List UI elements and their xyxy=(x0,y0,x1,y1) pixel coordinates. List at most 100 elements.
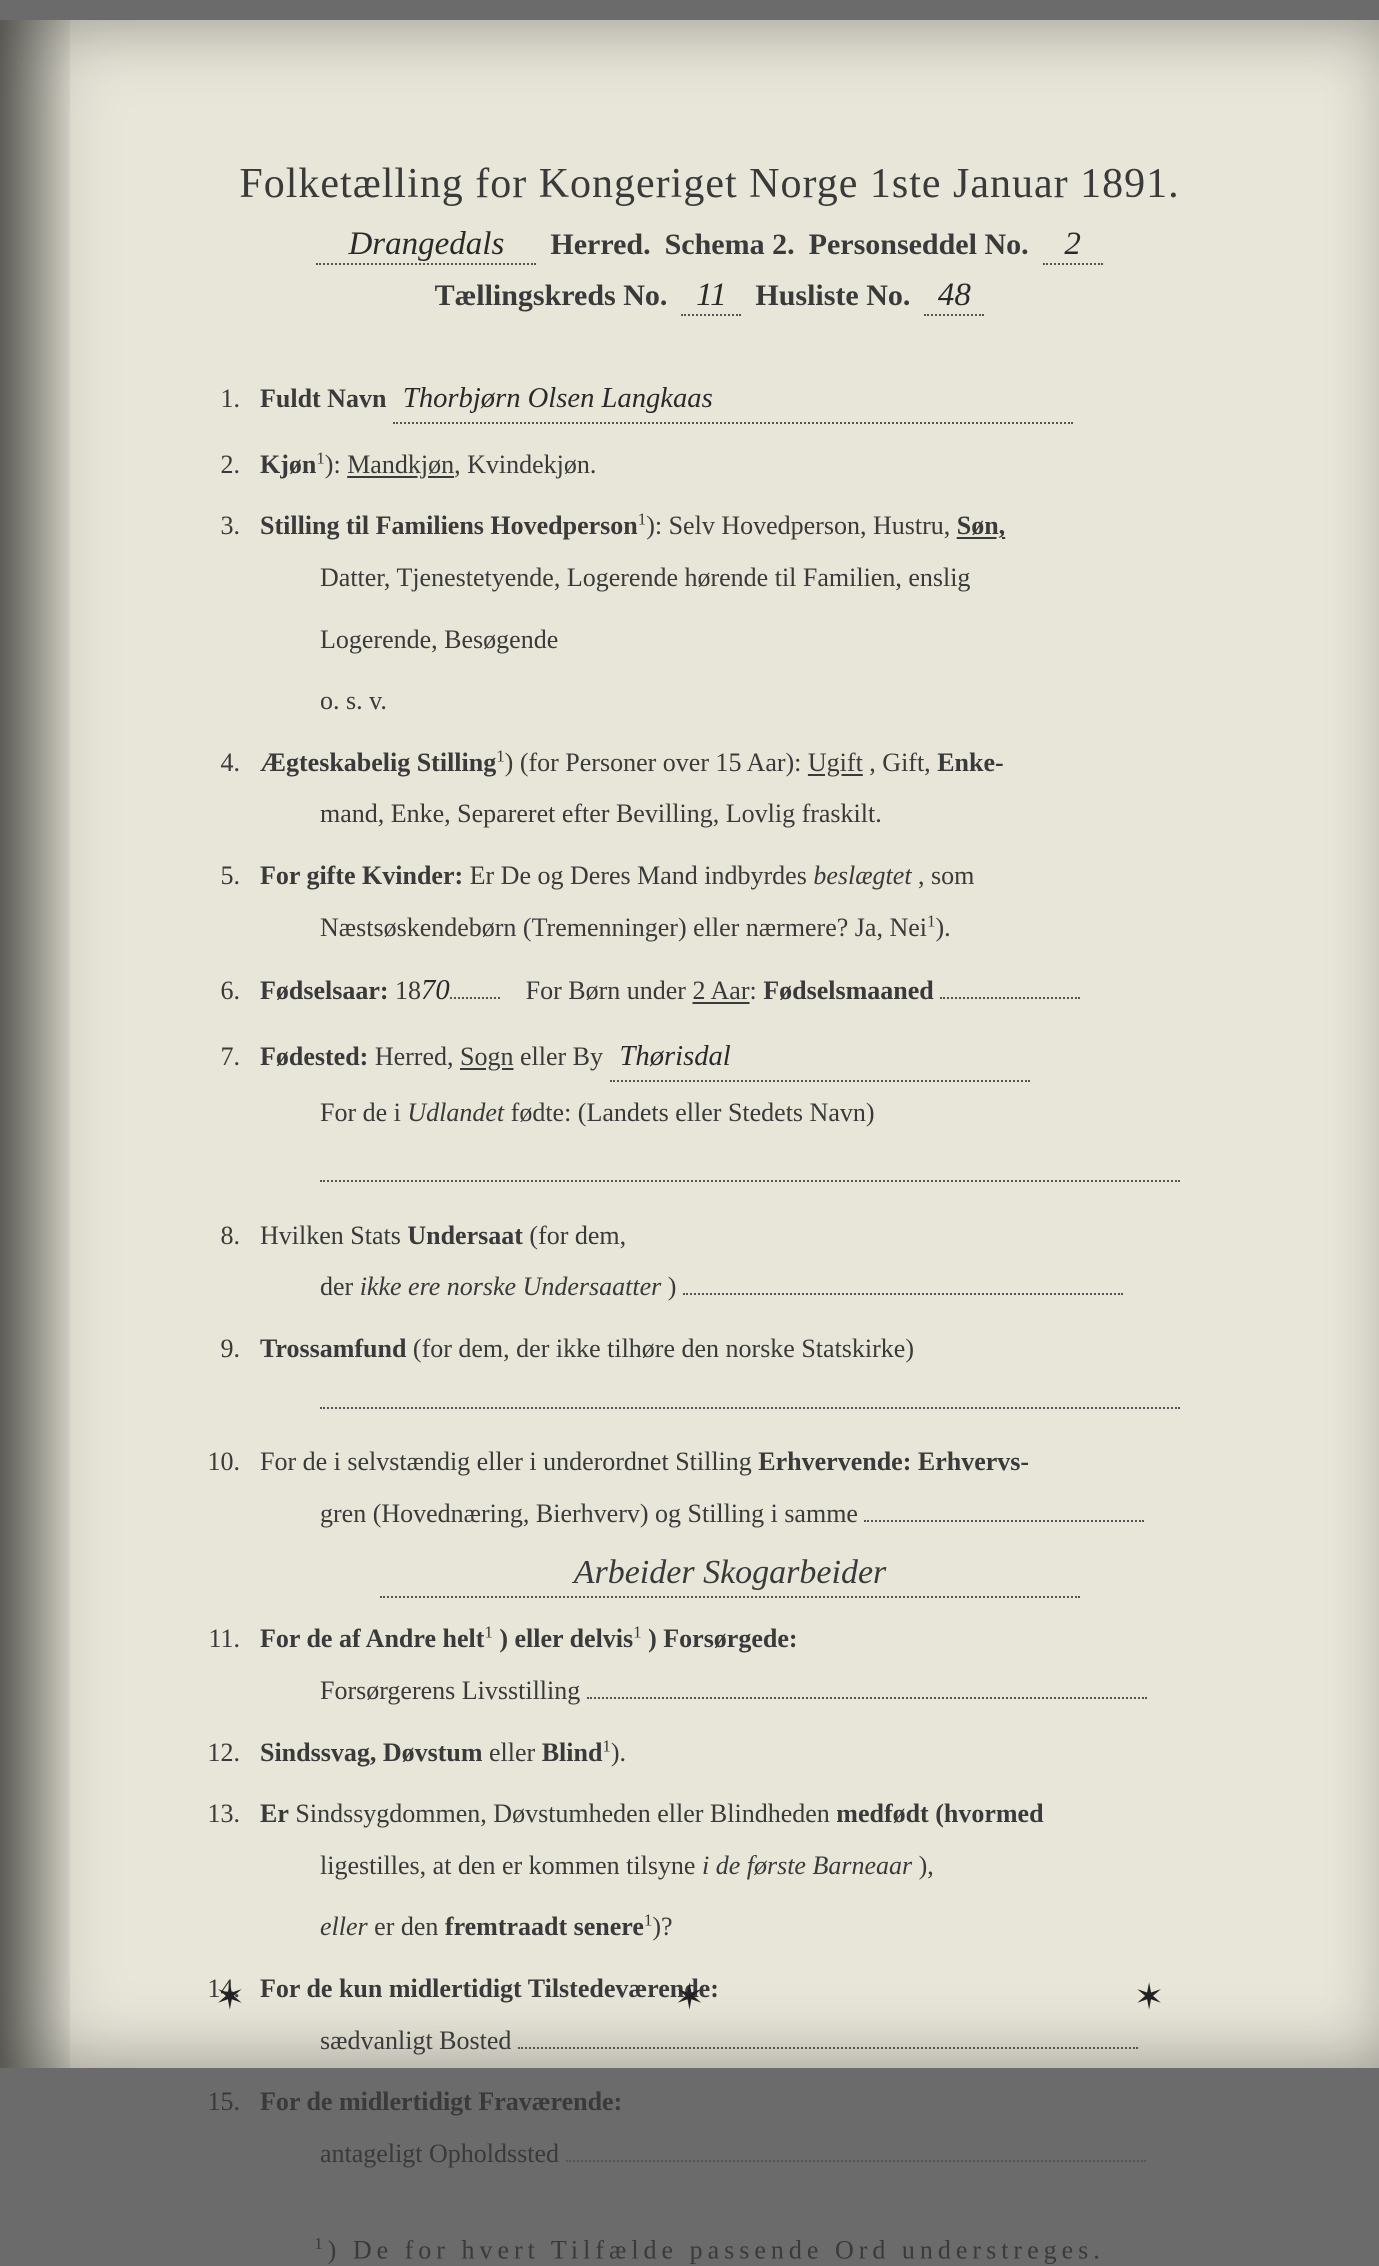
q4-row: 4. Ægteskabelig Stilling1) (for Personer… xyxy=(200,742,1219,784)
q11-label: For de af Andre helt xyxy=(260,1624,484,1653)
form-body: 1. Fuldt Navn Thorbjørn Olsen Langkaas 2… xyxy=(200,376,1219,2174)
q4-opt1: Ugift xyxy=(808,748,863,777)
q8-line2b: ) xyxy=(668,1272,677,1301)
q10-content: For de i selvstændig eller i underordnet… xyxy=(260,1441,1219,1483)
q12-text: eller xyxy=(489,1738,542,1767)
q4-line2: mand, Enke, Separeret efter Bevilling, L… xyxy=(200,793,1219,835)
q5-italic1: beslægtet xyxy=(813,861,911,890)
q11-line2: Forsørgerens Livsstilling xyxy=(320,1676,580,1705)
q12-row: 12. Sindssvag, Døvstum eller Blind1). xyxy=(200,1732,1219,1774)
q15-line2-wrap: antageligt Opholdssted xyxy=(200,2133,1219,2175)
binding-marks: ✶ ✶ ✶ xyxy=(0,1976,1379,2018)
q4-paren: (for Personer over 15 Aar): xyxy=(520,748,808,777)
q6-row: 6. Fødselsaar: 1870 For Børn under 2 Aar… xyxy=(200,968,1219,1014)
q15-num: 15. xyxy=(200,2081,260,2123)
q13-line3b: er den xyxy=(374,1912,445,1941)
q10-label: Erhvervende: Erhvervs- xyxy=(758,1447,1029,1476)
q9-num: 9. xyxy=(200,1328,260,1370)
q9-content: Trossamfund (for dem, der ikke tilhøre d… xyxy=(260,1328,1219,1370)
q12-sup: 1 xyxy=(602,1736,610,1755)
q1-num: 1. xyxy=(200,378,260,420)
q10-handwritten: Arbeider Skogarbeider xyxy=(380,1554,1080,1598)
q3-sup: 1 xyxy=(638,510,646,529)
q13-label3: fremtraadt senere xyxy=(445,1912,644,1941)
q13-italic2: i de første Barneaar xyxy=(702,1851,912,1880)
footnote-text: ) De for hvert Tilfælde passende Ord und… xyxy=(328,2236,1105,2265)
q7-row: 7. Fødested: Herred, Sogn eller By Thøri… xyxy=(200,1034,1219,1082)
herred-handwritten: Drangedals xyxy=(316,226,536,265)
q11-row: 11. For de af Andre helt1 ) eller delvis… xyxy=(200,1618,1219,1660)
form-title: Folketælling for Kongeriget Norge 1ste J… xyxy=(200,160,1219,208)
q13-label: Er xyxy=(260,1799,289,1828)
q5-content: For gifte Kvinder: Er De og Deres Mand i… xyxy=(260,855,1219,897)
q5-line2: Næstsøskendebørn (Tremenninger) eller næ… xyxy=(320,913,927,942)
q2-label: Kjøn xyxy=(260,450,316,479)
mark-icon: ✶ xyxy=(215,1976,245,2018)
q15-line2: antageligt Opholdssted xyxy=(320,2139,559,2168)
q9-row: 9. Trossamfund (for dem, der ikke tilhør… xyxy=(200,1328,1219,1370)
q11-mid: ) eller delvis xyxy=(499,1624,633,1653)
document-page: Folketælling for Kongeriget Norge 1ste J… xyxy=(0,20,1379,2068)
q13-line3-wrap: eller er den fremtraadt senere1)? xyxy=(200,1906,1219,1948)
herred-label: Herred. xyxy=(550,228,650,262)
q7-line2-wrap: For de i Udlandet fødte: (Landets eller … xyxy=(200,1092,1219,1134)
q3-row: 3. Stilling til Familiens Hovedperson1):… xyxy=(200,505,1219,547)
q3-line2: Datter, Tjenestetyende, Logerende hørend… xyxy=(200,557,1219,599)
q2-opt2: Kvindekjøn. xyxy=(467,450,596,479)
q15-label: For de midlertidigt Fraværende: xyxy=(260,2087,622,2116)
husliste-label: Husliste No. xyxy=(755,279,910,313)
q10-line2: gren (Hovednæring, Bierhverv) og Stillin… xyxy=(320,1499,858,1528)
q8-num: 8. xyxy=(200,1215,260,1257)
q8-text1: Hvilken Stats xyxy=(260,1221,407,1250)
q13-text1: Sindssygdommen, Døvstumheden eller Blind… xyxy=(295,1799,836,1828)
q7-under1: Sogn xyxy=(460,1042,513,1071)
q9-text: (for dem, der ikke tilhøre den norske St… xyxy=(413,1334,914,1363)
q12-end: ). xyxy=(611,1738,626,1767)
q1-content: Fuldt Navn Thorbjørn Olsen Langkaas xyxy=(260,376,1219,424)
q9-label: Trossamfund xyxy=(260,1334,406,1363)
q10-num: 10. xyxy=(200,1441,260,1483)
q8-content: Hvilken Stats Undersaat (for dem, xyxy=(260,1215,1219,1257)
husliste-no: 48 xyxy=(924,277,984,316)
q7-value: Thørisdal xyxy=(610,1034,1030,1082)
q1-row: 1. Fuldt Navn Thorbjørn Olsen Langkaas xyxy=(200,376,1219,424)
mark-icon: ✶ xyxy=(1134,1976,1164,2018)
q11-content: For de af Andre helt1 ) eller delvis1 ) … xyxy=(260,1618,1219,1660)
q8-line2-wrap: der ikke ere norske Undersaatter ) xyxy=(200,1266,1219,1308)
q7-line2b: Udlandet xyxy=(407,1098,504,1127)
q5-num: 5. xyxy=(200,855,260,897)
q7-num: 7. xyxy=(200,1036,260,1078)
q8-italic: ikke ere norske Undersaatter xyxy=(360,1272,662,1301)
q7-line2c: fødte: (Landets eller Stedets Navn) xyxy=(511,1098,875,1127)
q11-end: ) Forsørgede: xyxy=(648,1624,797,1653)
q13-num: 13. xyxy=(200,1793,260,1835)
q6-under2: 2 Aar xyxy=(692,976,749,1005)
q10-text1: For de i selvstændig eller i underordnet… xyxy=(260,1447,758,1476)
q4-num: 4. xyxy=(200,742,260,784)
q2-content: Kjøn1): Mandkjøn, Kvindekjøn. xyxy=(260,444,1219,486)
q2-sup: 1 xyxy=(316,448,324,467)
q2-opt1: Mandkjøn xyxy=(347,450,454,479)
q4-sup: 1 xyxy=(496,746,504,765)
q6-label: Fødselsaar: xyxy=(260,976,389,1005)
subtitle-row-1: Drangedals Herred. Schema 2. Personsedde… xyxy=(200,226,1219,265)
q15-content: For de midlertidigt Fraværende: xyxy=(260,2081,1219,2123)
q13-line2b: ), xyxy=(919,1851,934,1880)
q9-blank xyxy=(200,1380,1219,1422)
q6-year-prefix: 18 xyxy=(395,976,421,1005)
q12-label2: Blind xyxy=(542,1738,603,1767)
schema-label: Schema 2. xyxy=(665,228,795,262)
q13-content: Er Sindssygdommen, Døvstumheden eller Bl… xyxy=(260,1793,1219,1835)
q11-line2-wrap: Forsørgerens Livsstilling xyxy=(200,1670,1219,1712)
q8-line2: der xyxy=(320,1272,360,1301)
q11-sup1: 1 xyxy=(484,1623,492,1642)
q7-text2: eller By xyxy=(520,1042,603,1071)
q4-rest1: , Gift, xyxy=(869,748,937,777)
q7-content: Fødested: Herred, Sogn eller By Thørisda… xyxy=(260,1034,1219,1082)
q11-num: 11. xyxy=(200,1618,260,1660)
q5-text1: Er De og Deres Mand indbyrdes xyxy=(470,861,814,890)
q7-line2a: For de i xyxy=(320,1098,407,1127)
q5-end: ). xyxy=(935,913,950,942)
q13-line2a: ligestilles, at den er kommen tilsyne xyxy=(320,1851,702,1880)
q6-content: Fødselsaar: 1870 For Børn under 2 Aar: F… xyxy=(260,968,1219,1014)
